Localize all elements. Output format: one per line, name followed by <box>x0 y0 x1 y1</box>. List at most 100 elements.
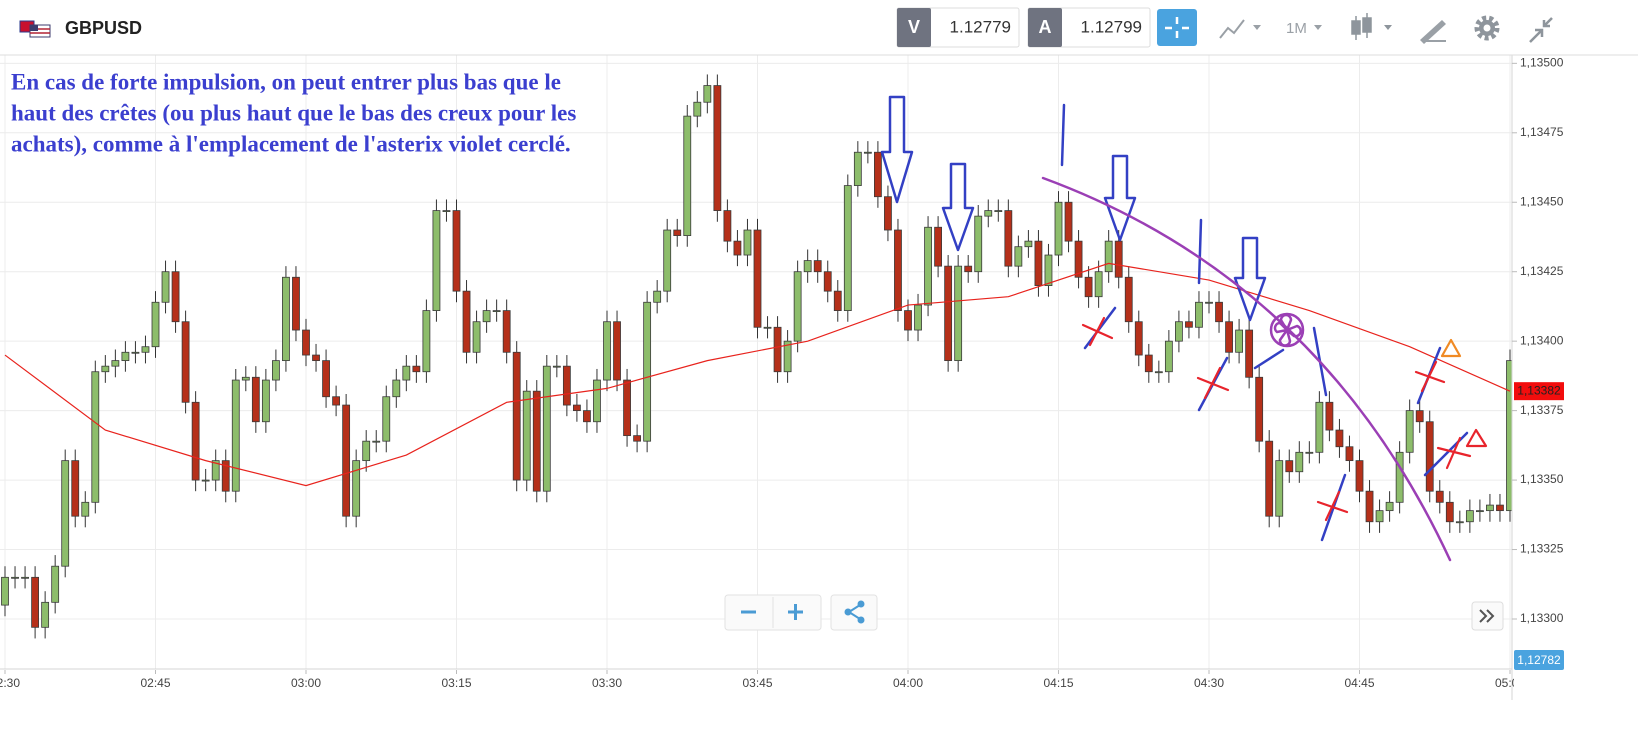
candle-body <box>191 401 200 481</box>
candle-body <box>944 265 953 362</box>
candle-body <box>1004 210 1013 267</box>
down-arrow <box>941 162 975 252</box>
candle-body <box>532 390 541 492</box>
candle-body <box>894 229 902 312</box>
candle-body <box>1275 460 1284 517</box>
x-tick-label: 04:15 <box>1043 676 1073 690</box>
candle-body <box>292 276 300 331</box>
x-tick-label: 03:45 <box>742 676 772 690</box>
sell-price: 1.12779 <box>950 17 1011 36</box>
sell-button[interactable]: V 1.12779 <box>896 7 1020 48</box>
y-tick-label: 1,13425 <box>1520 264 1564 278</box>
candle-body <box>934 226 942 267</box>
candle-body <box>1445 501 1454 523</box>
candle-body <box>773 326 782 373</box>
candle-body <box>432 210 441 312</box>
circled-asterisk <box>1269 312 1305 348</box>
candle-body <box>412 365 421 373</box>
candle-body <box>1164 340 1173 373</box>
candle-body <box>1175 321 1183 342</box>
candle-body <box>1395 451 1404 503</box>
candle-body <box>41 601 50 628</box>
candle-body <box>241 376 250 381</box>
candle-body <box>1154 371 1163 374</box>
candle-body <box>763 326 772 329</box>
candle-body <box>1024 240 1033 248</box>
candle-body <box>131 351 140 354</box>
candle-body <box>573 404 581 412</box>
candle-body <box>653 290 662 303</box>
zoom-in-button[interactable] <box>788 604 803 620</box>
y-tick-label: 1,13475 <box>1520 125 1564 139</box>
candle-body <box>663 229 672 292</box>
sell-label: V <box>908 17 920 37</box>
candle-body <box>372 440 381 443</box>
candle-body <box>1506 360 1512 512</box>
bottom-price-box <box>1514 650 1564 670</box>
candle-body <box>1345 446 1354 462</box>
chart-type-button[interactable] <box>1219 19 1261 39</box>
candle-body <box>1265 440 1274 517</box>
share-button[interactable] <box>830 594 878 631</box>
candle-body <box>1014 246 1023 267</box>
candle-body <box>964 265 973 273</box>
candle-body <box>442 210 451 212</box>
candle-style-button[interactable] <box>1351 13 1392 40</box>
timeframe-button[interactable]: 1M <box>1286 20 1322 37</box>
candle-body <box>422 310 431 373</box>
candle-body <box>302 329 310 356</box>
down-arrow <box>880 95 914 204</box>
crosshair-button[interactable] <box>1157 9 1197 46</box>
triangle-mark <box>1440 338 1462 358</box>
candle-body <box>603 321 611 381</box>
candle-body <box>803 260 812 273</box>
candle-body <box>1114 240 1123 278</box>
drawing-tool-button[interactable] <box>1420 20 1446 44</box>
candle-body <box>1435 490 1444 503</box>
candle-body <box>352 460 361 517</box>
candle-body <box>1104 240 1113 273</box>
triangle-mark <box>1465 428 1488 448</box>
candle-body <box>623 379 631 437</box>
last-price-box <box>1514 382 1564 401</box>
candle-body <box>231 379 240 492</box>
candle-body <box>1094 271 1103 298</box>
x-tick-label: 04:00 <box>893 676 923 690</box>
candle-body <box>914 304 922 331</box>
scroll-right-button[interactable] <box>1471 601 1504 631</box>
marker-line <box>1197 218 1203 285</box>
down-arrow <box>1103 154 1137 242</box>
y-axis: 1,13300 1,13325 1,13350 1,13375 1,13400 1,134… <box>1512 56 1564 625</box>
candle-body <box>633 435 641 442</box>
y-tick-label: 1,13350 <box>1520 472 1564 486</box>
candle-body <box>1365 490 1374 523</box>
collapse-button[interactable] <box>1529 17 1553 43</box>
candle-body <box>683 115 692 236</box>
candle-body <box>221 460 230 492</box>
flag-icon <box>19 20 51 38</box>
cross-mark <box>1414 360 1446 393</box>
candle-body <box>1465 510 1474 523</box>
candle-body <box>1295 451 1304 473</box>
cross-mark <box>1196 366 1230 400</box>
candle-body <box>1034 240 1043 286</box>
candle-body <box>1235 329 1243 353</box>
candle-body <box>994 210 1003 212</box>
candle-body <box>1455 521 1464 524</box>
settings-button[interactable] <box>1474 15 1500 41</box>
buy-button[interactable]: A 1.12799 <box>1027 7 1151 48</box>
candle-body <box>111 360 120 367</box>
symbol: GBPUSD <box>65 18 142 38</box>
x-tick-label: 02:45 <box>140 676 170 690</box>
candle-body <box>1315 401 1324 453</box>
y-tick-label: 1,13375 <box>1520 403 1564 417</box>
candle-body <box>251 376 260 423</box>
annotation-line: haut des crêtes (ou plus haut que le bas… <box>11 100 576 125</box>
candle-body <box>593 379 601 423</box>
candle-body <box>613 321 621 381</box>
candle-body <box>1415 410 1424 423</box>
plot-area <box>1 74 1512 639</box>
grid <box>0 55 1512 669</box>
candle-body <box>562 365 571 406</box>
candle-body <box>31 576 40 628</box>
